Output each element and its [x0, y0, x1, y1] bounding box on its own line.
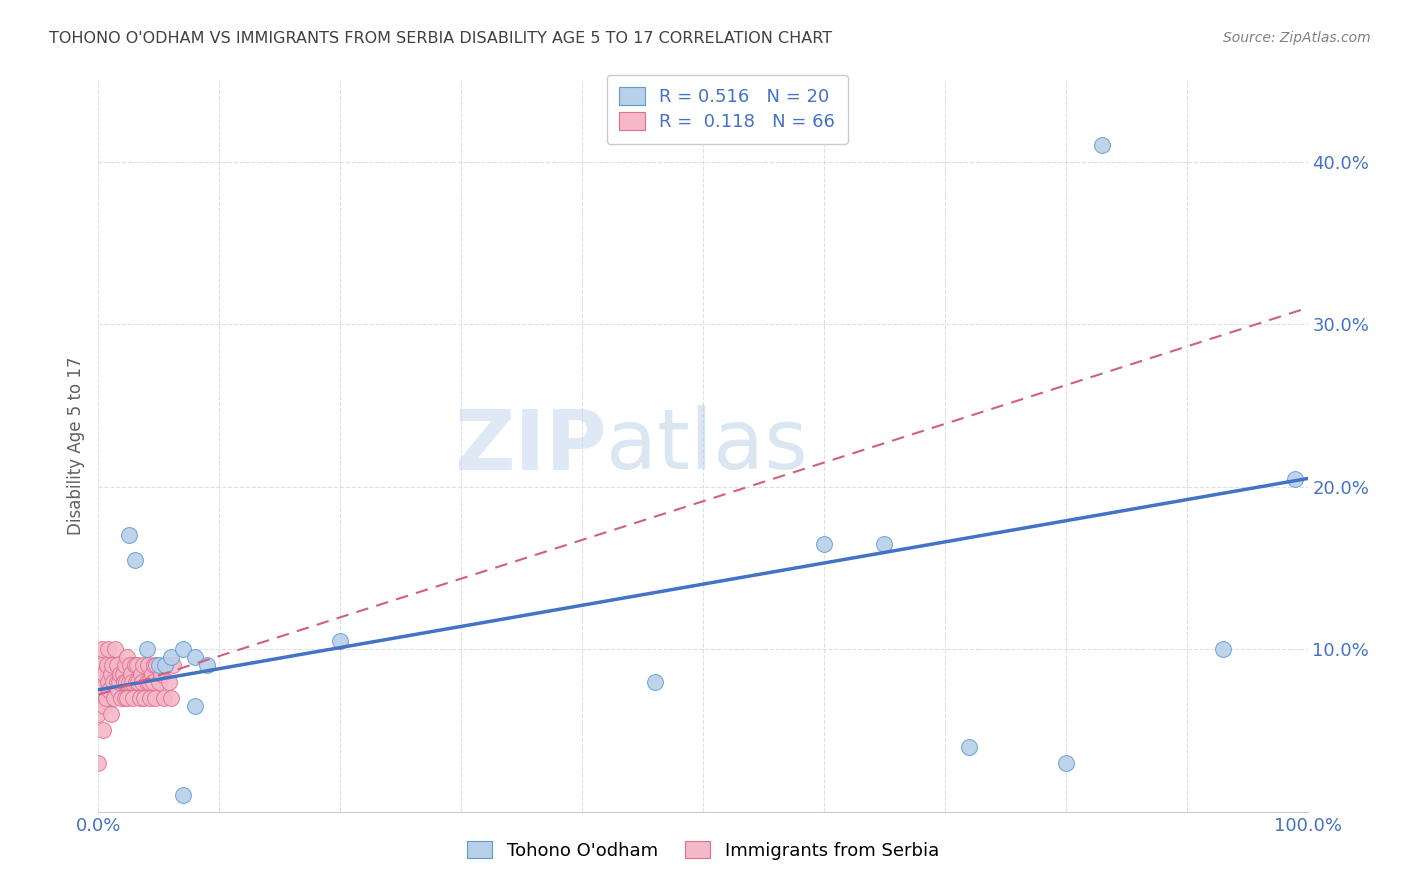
Point: [104, 642, 127, 657]
Point: [91, 674, 114, 689]
Point: [142, 674, 165, 689]
Point: [957, 739, 980, 754]
Point: [87, 756, 110, 770]
Point: [90, 682, 112, 697]
Point: [121, 674, 143, 689]
Point: [87, 707, 110, 722]
Point: [124, 658, 146, 673]
Point: [120, 666, 142, 681]
Point: [129, 666, 152, 681]
Point: [118, 674, 141, 689]
Point: [107, 682, 129, 697]
Point: [145, 658, 167, 673]
Point: [813, 536, 835, 550]
Point: [89, 690, 111, 705]
Point: [128, 690, 150, 705]
Point: [105, 658, 128, 673]
Point: [139, 690, 162, 705]
Point: [100, 666, 122, 681]
Point: [1054, 756, 1077, 770]
Point: [873, 536, 896, 550]
Point: [111, 666, 134, 681]
Point: [148, 658, 170, 673]
Point: [138, 674, 160, 689]
Point: [97, 674, 120, 689]
Point: [112, 674, 135, 689]
Text: TOHONO O'ODHAM VS IMMIGRANTS FROM SERBIA DISABILITY AGE 5 TO 17 CORRELATION CHAR: TOHONO O'ODHAM VS IMMIGRANTS FROM SERBIA…: [49, 31, 832, 46]
Point: [114, 690, 136, 705]
Point: [1091, 138, 1114, 153]
Point: [118, 658, 141, 673]
Point: [157, 674, 180, 689]
Point: [100, 658, 122, 673]
Point: [96, 658, 118, 673]
Point: [108, 674, 131, 689]
Legend: Tohono O'odham, Immigrants from Serbia: Tohono O'odham, Immigrants from Serbia: [460, 834, 946, 867]
Point: [127, 674, 149, 689]
Point: [117, 690, 139, 705]
Point: [152, 690, 174, 705]
Point: [172, 789, 194, 803]
Point: [1284, 471, 1306, 485]
Legend: R = 0.516   N = 20, R =  0.118   N = 66: R = 0.516 N = 20, R = 0.118 N = 66: [607, 75, 848, 144]
Point: [89, 666, 111, 681]
Point: [135, 642, 157, 657]
Point: [91, 642, 114, 657]
Point: [93, 699, 115, 714]
Point: [184, 650, 207, 665]
Point: [134, 690, 156, 705]
Point: [122, 690, 145, 705]
Point: [108, 666, 131, 681]
Text: Source: ZipAtlas.com: Source: ZipAtlas.com: [1223, 31, 1371, 45]
Point: [136, 658, 159, 673]
Point: [87, 674, 110, 689]
Point: [100, 707, 122, 722]
Point: [103, 690, 125, 705]
Point: [155, 658, 177, 673]
Point: [127, 658, 149, 673]
Text: ZIP: ZIP: [454, 406, 606, 486]
Point: [195, 658, 218, 673]
Y-axis label: Disability Age 5 to 17: Disability Age 5 to 17: [66, 357, 84, 535]
Point: [94, 690, 117, 705]
Point: [101, 674, 124, 689]
Point: [143, 690, 166, 705]
Point: [153, 658, 176, 673]
Point: [150, 666, 173, 681]
Point: [117, 650, 139, 665]
Point: [135, 674, 157, 689]
Point: [148, 674, 170, 689]
Point: [105, 674, 128, 689]
Point: [118, 528, 141, 542]
Point: [644, 674, 666, 689]
Point: [141, 666, 163, 681]
Point: [110, 690, 132, 705]
Point: [172, 642, 194, 657]
Point: [184, 699, 207, 714]
Point: [160, 650, 183, 665]
Point: [115, 674, 138, 689]
Point: [114, 658, 136, 673]
Point: [143, 658, 166, 673]
Point: [1212, 642, 1234, 657]
Point: [160, 690, 183, 705]
Point: [132, 658, 155, 673]
Point: [97, 642, 120, 657]
Text: atlas: atlas: [606, 406, 808, 486]
Point: [93, 666, 115, 681]
Point: [125, 674, 148, 689]
Point: [90, 658, 112, 673]
Point: [91, 723, 114, 738]
Point: [329, 634, 352, 648]
Point: [124, 553, 146, 567]
Point: [131, 674, 153, 689]
Point: [98, 682, 121, 697]
Point: [162, 658, 184, 673]
